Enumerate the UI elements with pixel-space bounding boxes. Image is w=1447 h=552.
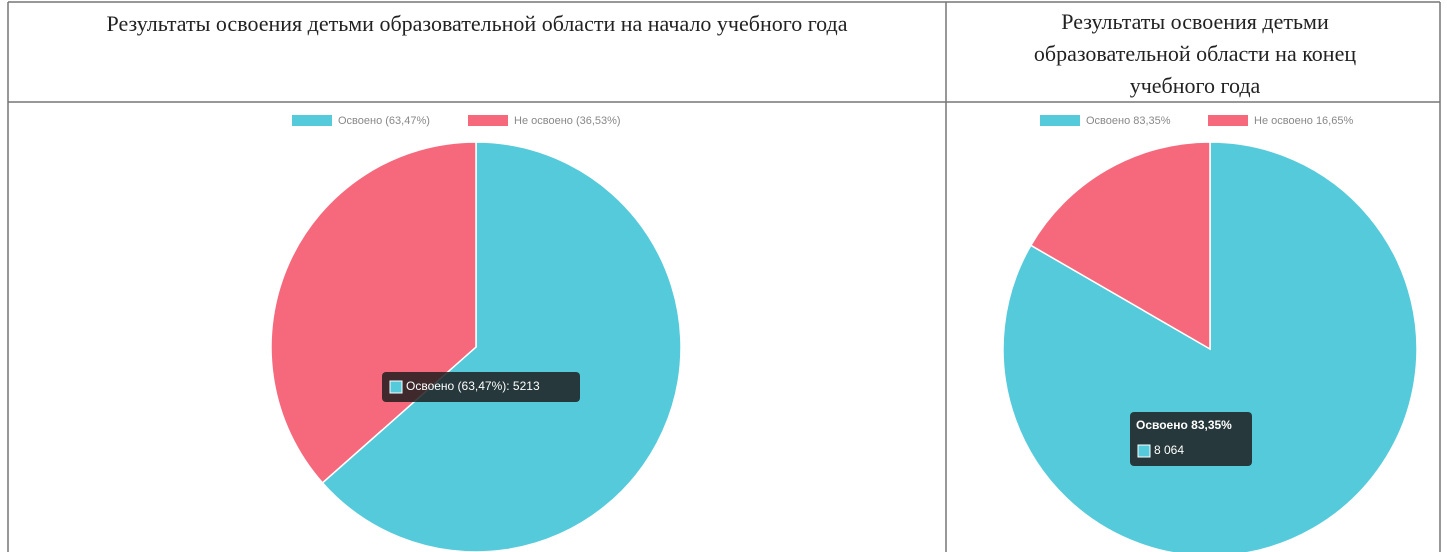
legend-label: Не освоено 16,65% [1254, 115, 1353, 127]
header-cell: Результаты освоения детьми [1061, 9, 1329, 34]
pie-slice [1029, 141, 1211, 351]
legend-swatch [468, 115, 508, 126]
legend-swatch [1208, 115, 1248, 126]
legend-label: Освоено (63,47%) [338, 115, 430, 127]
pie-slice [1002, 141, 1418, 552]
header-cell: Результаты освоения детьми образовательн… [107, 11, 848, 36]
pie-slice [270, 141, 477, 484]
tooltip-text: 8 064 [1154, 443, 1184, 457]
tooltip-text: Освоено (63,47%): 5213 [406, 379, 540, 393]
legend-swatch [1040, 115, 1080, 126]
pie-slice [321, 141, 682, 552]
tooltip-swatch [1137, 444, 1151, 458]
header-cell: учебного года [1130, 73, 1261, 98]
legend-swatch [292, 115, 332, 126]
tooltip-swatch [389, 380, 403, 394]
tooltip-title: Освоено 83,35% [1136, 418, 1232, 432]
header-cell: образовательной области на конец [1034, 41, 1356, 66]
tooltip [382, 372, 580, 402]
tooltip [1130, 412, 1252, 466]
legend-label: Освоено 83,35% [1086, 115, 1171, 127]
legend-label: Не освоено (36,53%) [514, 115, 621, 127]
